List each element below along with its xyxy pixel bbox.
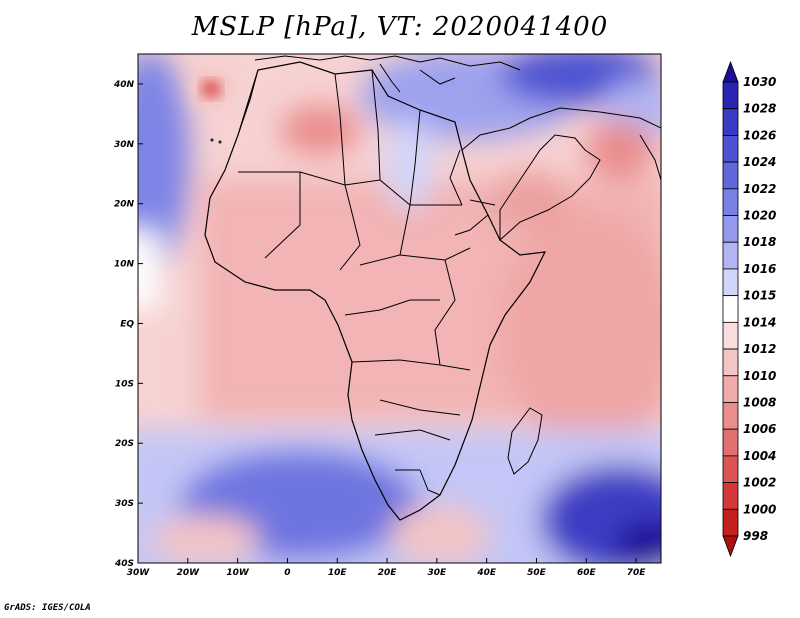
lat-tick-label: 20N bbox=[114, 200, 135, 210]
colorbar-swatch bbox=[722, 508, 739, 537]
colorbar-label: 1010 bbox=[743, 369, 776, 383]
colorbar-label: 1008 bbox=[743, 395, 776, 409]
lat-tick-label: 10S bbox=[115, 379, 134, 389]
colorbar-swatch bbox=[722, 241, 739, 270]
colorbar: 1030 1028 1026 1024 1022 1020 1018 1016 1015 1014… bbox=[722, 60, 776, 558]
colorbar-label: 1026 bbox=[743, 128, 776, 142]
colorbar-swatch bbox=[722, 455, 739, 483]
colorbar-top-triangle bbox=[722, 60, 739, 83]
lon-tick-label: 30E bbox=[428, 568, 448, 578]
colorbar-label: 1004 bbox=[743, 449, 776, 463]
colorbar-label: 1028 bbox=[743, 102, 776, 116]
colorbar-label: 1015 bbox=[743, 289, 776, 303]
lon-tick-label: 10W bbox=[226, 568, 250, 578]
credit-text: GrADS: IGES/COLA bbox=[4, 603, 91, 613]
colorbar-swatch bbox=[722, 295, 739, 323]
lon-tick-label: 50E bbox=[527, 568, 547, 578]
lat-tick-label: EQ bbox=[120, 319, 134, 329]
colorbar-swatch bbox=[722, 108, 739, 136]
lat-tick-label: 30N bbox=[114, 140, 135, 150]
colorbar-label: 1006 bbox=[743, 422, 776, 436]
lat-tick-label: 40S bbox=[114, 559, 134, 569]
colorbar-swatch bbox=[722, 321, 739, 350]
axis-ticks bbox=[137, 83, 637, 564]
lat-tick-label: 40N bbox=[113, 80, 135, 90]
lat-tick-label: 20S bbox=[115, 439, 134, 449]
lon-tick-label: 10E bbox=[328, 568, 348, 578]
colorbar-swatch bbox=[722, 348, 739, 377]
colorbar-label: 1018 bbox=[743, 235, 776, 249]
colorbar-label: 1016 bbox=[743, 262, 776, 276]
colorbar-label: 998 bbox=[743, 529, 768, 543]
map-frame bbox=[137, 53, 662, 564]
lat-tick-label: 10N bbox=[114, 260, 135, 270]
colorbar-swatch bbox=[722, 428, 739, 457]
colorbar-label: 1030 bbox=[743, 75, 776, 89]
lon-tick-label: 60E bbox=[577, 568, 597, 578]
colorbar-label: 1014 bbox=[743, 315, 776, 329]
colorbar-label: 1022 bbox=[743, 182, 776, 196]
lon-tick-label: 30W bbox=[127, 568, 151, 578]
colorbar-label: 1012 bbox=[743, 342, 776, 356]
lat-tick-label: 30S bbox=[115, 499, 134, 509]
colorbar-label: 1000 bbox=[743, 502, 776, 516]
colorbar-label: 1002 bbox=[743, 476, 776, 490]
colorbar-bottom-triangle bbox=[722, 535, 739, 558]
coastlines bbox=[204, 55, 661, 521]
colorbar-swatch bbox=[722, 188, 739, 216]
lon-tick-label: 0 bbox=[284, 568, 290, 578]
lon-tick-label: 70E bbox=[627, 568, 647, 578]
lon-tick-label: 20W bbox=[177, 568, 201, 578]
colorbar-swatch bbox=[722, 375, 739, 403]
colorbar-swatch bbox=[722, 482, 739, 510]
colorbar-swatch bbox=[722, 402, 739, 430]
colorbar-label: 1020 bbox=[743, 209, 776, 223]
colorbar-swatch bbox=[722, 215, 739, 243]
axis-tick-labels: 30W 20W 10W 0 10E 20E 30E 40E 50E 60E 70E 40N 30N 20N… bbox=[113, 80, 646, 578]
lon-tick-label: 40E bbox=[476, 568, 497, 578]
pressure-field bbox=[138, 54, 661, 563]
chart-title: MSLP [hPa], VT: 2020041400 bbox=[191, 12, 609, 42]
colorbar-swatch bbox=[722, 268, 739, 297]
lon-tick-label: 20E bbox=[378, 568, 398, 578]
colorbar-swatch bbox=[722, 161, 739, 190]
colorbar-swatch bbox=[722, 81, 739, 110]
colorbar-swatch bbox=[722, 135, 739, 163]
colorbar-label: 1024 bbox=[743, 155, 776, 169]
